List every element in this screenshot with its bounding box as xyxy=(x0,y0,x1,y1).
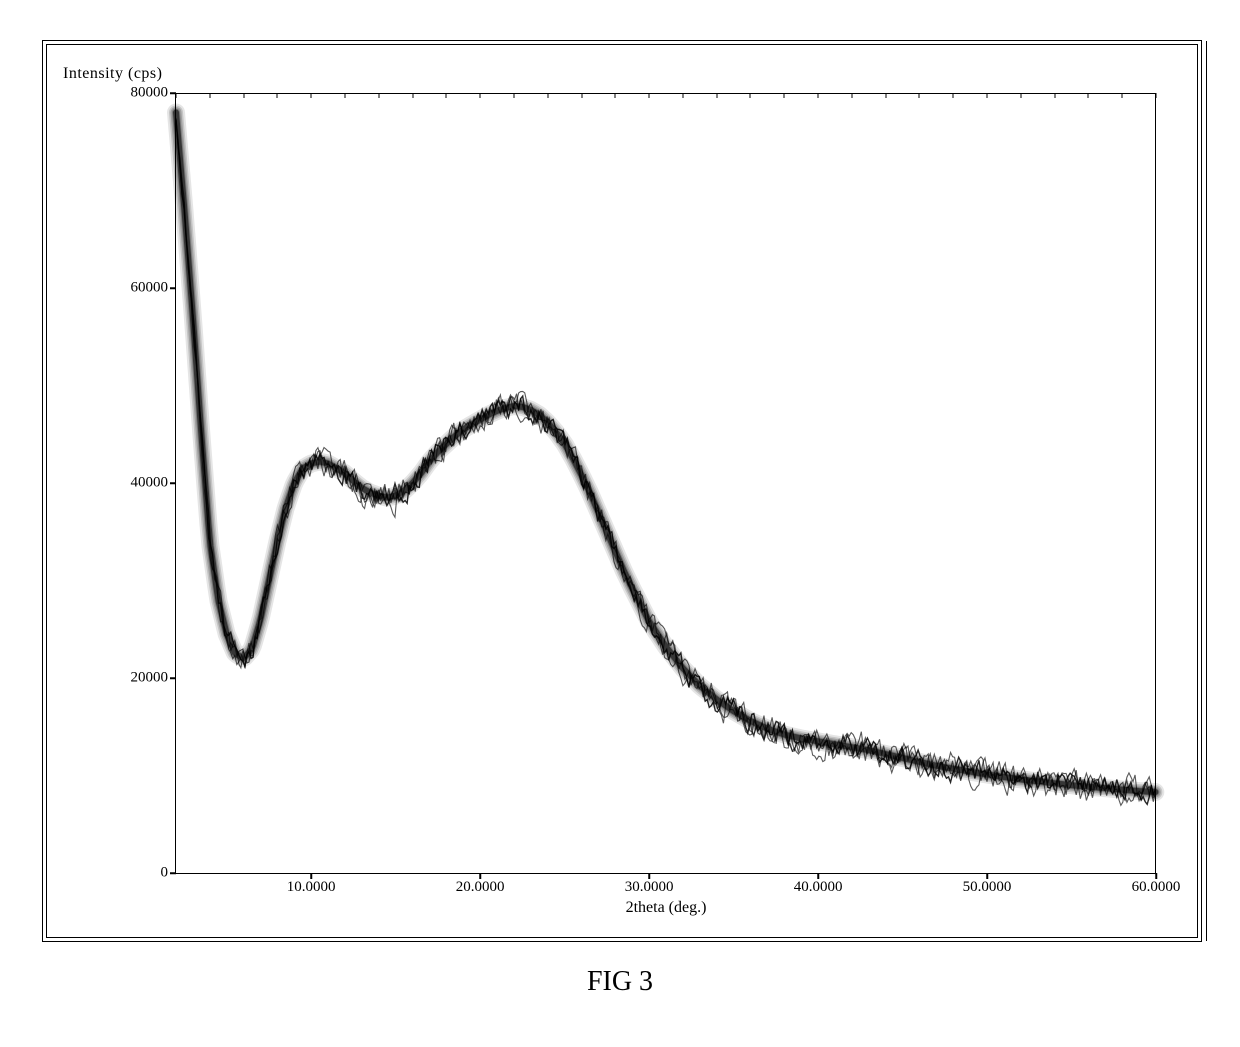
x-minor-tick xyxy=(1088,93,1089,98)
x-minor-tick xyxy=(581,93,582,98)
x-minor-tick xyxy=(1020,93,1021,98)
x-minor-tick xyxy=(412,93,413,98)
x-minor-tick xyxy=(176,93,177,98)
y-axis-title: Intensity (cps) xyxy=(63,65,162,83)
x-tick-label: 10.0000 xyxy=(287,879,336,896)
y-tick-label: 20000 xyxy=(131,670,169,687)
x-tick-label: 60.0000 xyxy=(1132,879,1181,896)
x-minor-tick xyxy=(851,93,852,98)
x-minor-tick xyxy=(953,93,954,98)
y-tick-mark xyxy=(170,677,176,679)
x-minor-tick xyxy=(885,93,886,98)
x-minor-tick xyxy=(987,93,988,98)
x-tick-label: 40.0000 xyxy=(794,879,843,896)
x-tick-label: 50.0000 xyxy=(963,879,1012,896)
x-axis-title: 2theta (deg.) xyxy=(626,899,707,917)
chart-container: Intensity (cps) 2theta (deg.) 0200004000… xyxy=(63,65,1181,917)
x-minor-tick xyxy=(784,93,785,98)
x-minor-tick xyxy=(378,93,379,98)
xrd-curve xyxy=(176,93,1156,873)
x-minor-tick xyxy=(818,93,819,98)
x-minor-tick xyxy=(513,93,514,98)
y-tick-mark xyxy=(170,287,176,289)
x-minor-tick xyxy=(209,93,210,98)
x-minor-tick xyxy=(311,93,312,98)
x-minor-tick xyxy=(649,93,650,98)
y-tick-mark xyxy=(170,872,176,874)
y-tick-label: 0 xyxy=(161,865,169,882)
y-tick-label: 80000 xyxy=(131,85,169,102)
x-tick-label: 30.0000 xyxy=(625,879,674,896)
x-minor-tick xyxy=(277,93,278,98)
plot-area: 2theta (deg.) 02000040000600008000010.00… xyxy=(175,93,1156,874)
x-minor-tick xyxy=(716,93,717,98)
x-minor-tick xyxy=(344,93,345,98)
y-tick-label: 40000 xyxy=(131,475,169,492)
y-tick-label: 60000 xyxy=(131,280,169,297)
x-tick-label: 20.0000 xyxy=(456,879,505,896)
x-minor-tick xyxy=(480,93,481,98)
chart-panel: Intensity (cps) 2theta (deg.) 0200004000… xyxy=(42,40,1202,942)
x-minor-tick xyxy=(615,93,616,98)
x-minor-tick xyxy=(1156,93,1157,98)
x-minor-tick xyxy=(243,93,244,98)
x-minor-tick xyxy=(919,93,920,98)
x-minor-tick xyxy=(547,93,548,98)
x-minor-tick xyxy=(1054,93,1055,98)
x-minor-tick xyxy=(1122,93,1123,98)
page: Intensity (cps) 2theta (deg.) 0200004000… xyxy=(0,0,1240,1047)
x-minor-tick xyxy=(446,93,447,98)
y-tick-mark xyxy=(170,482,176,484)
x-minor-tick xyxy=(682,93,683,98)
figure-caption: FIG 3 xyxy=(0,966,1240,998)
x-minor-tick xyxy=(750,93,751,98)
